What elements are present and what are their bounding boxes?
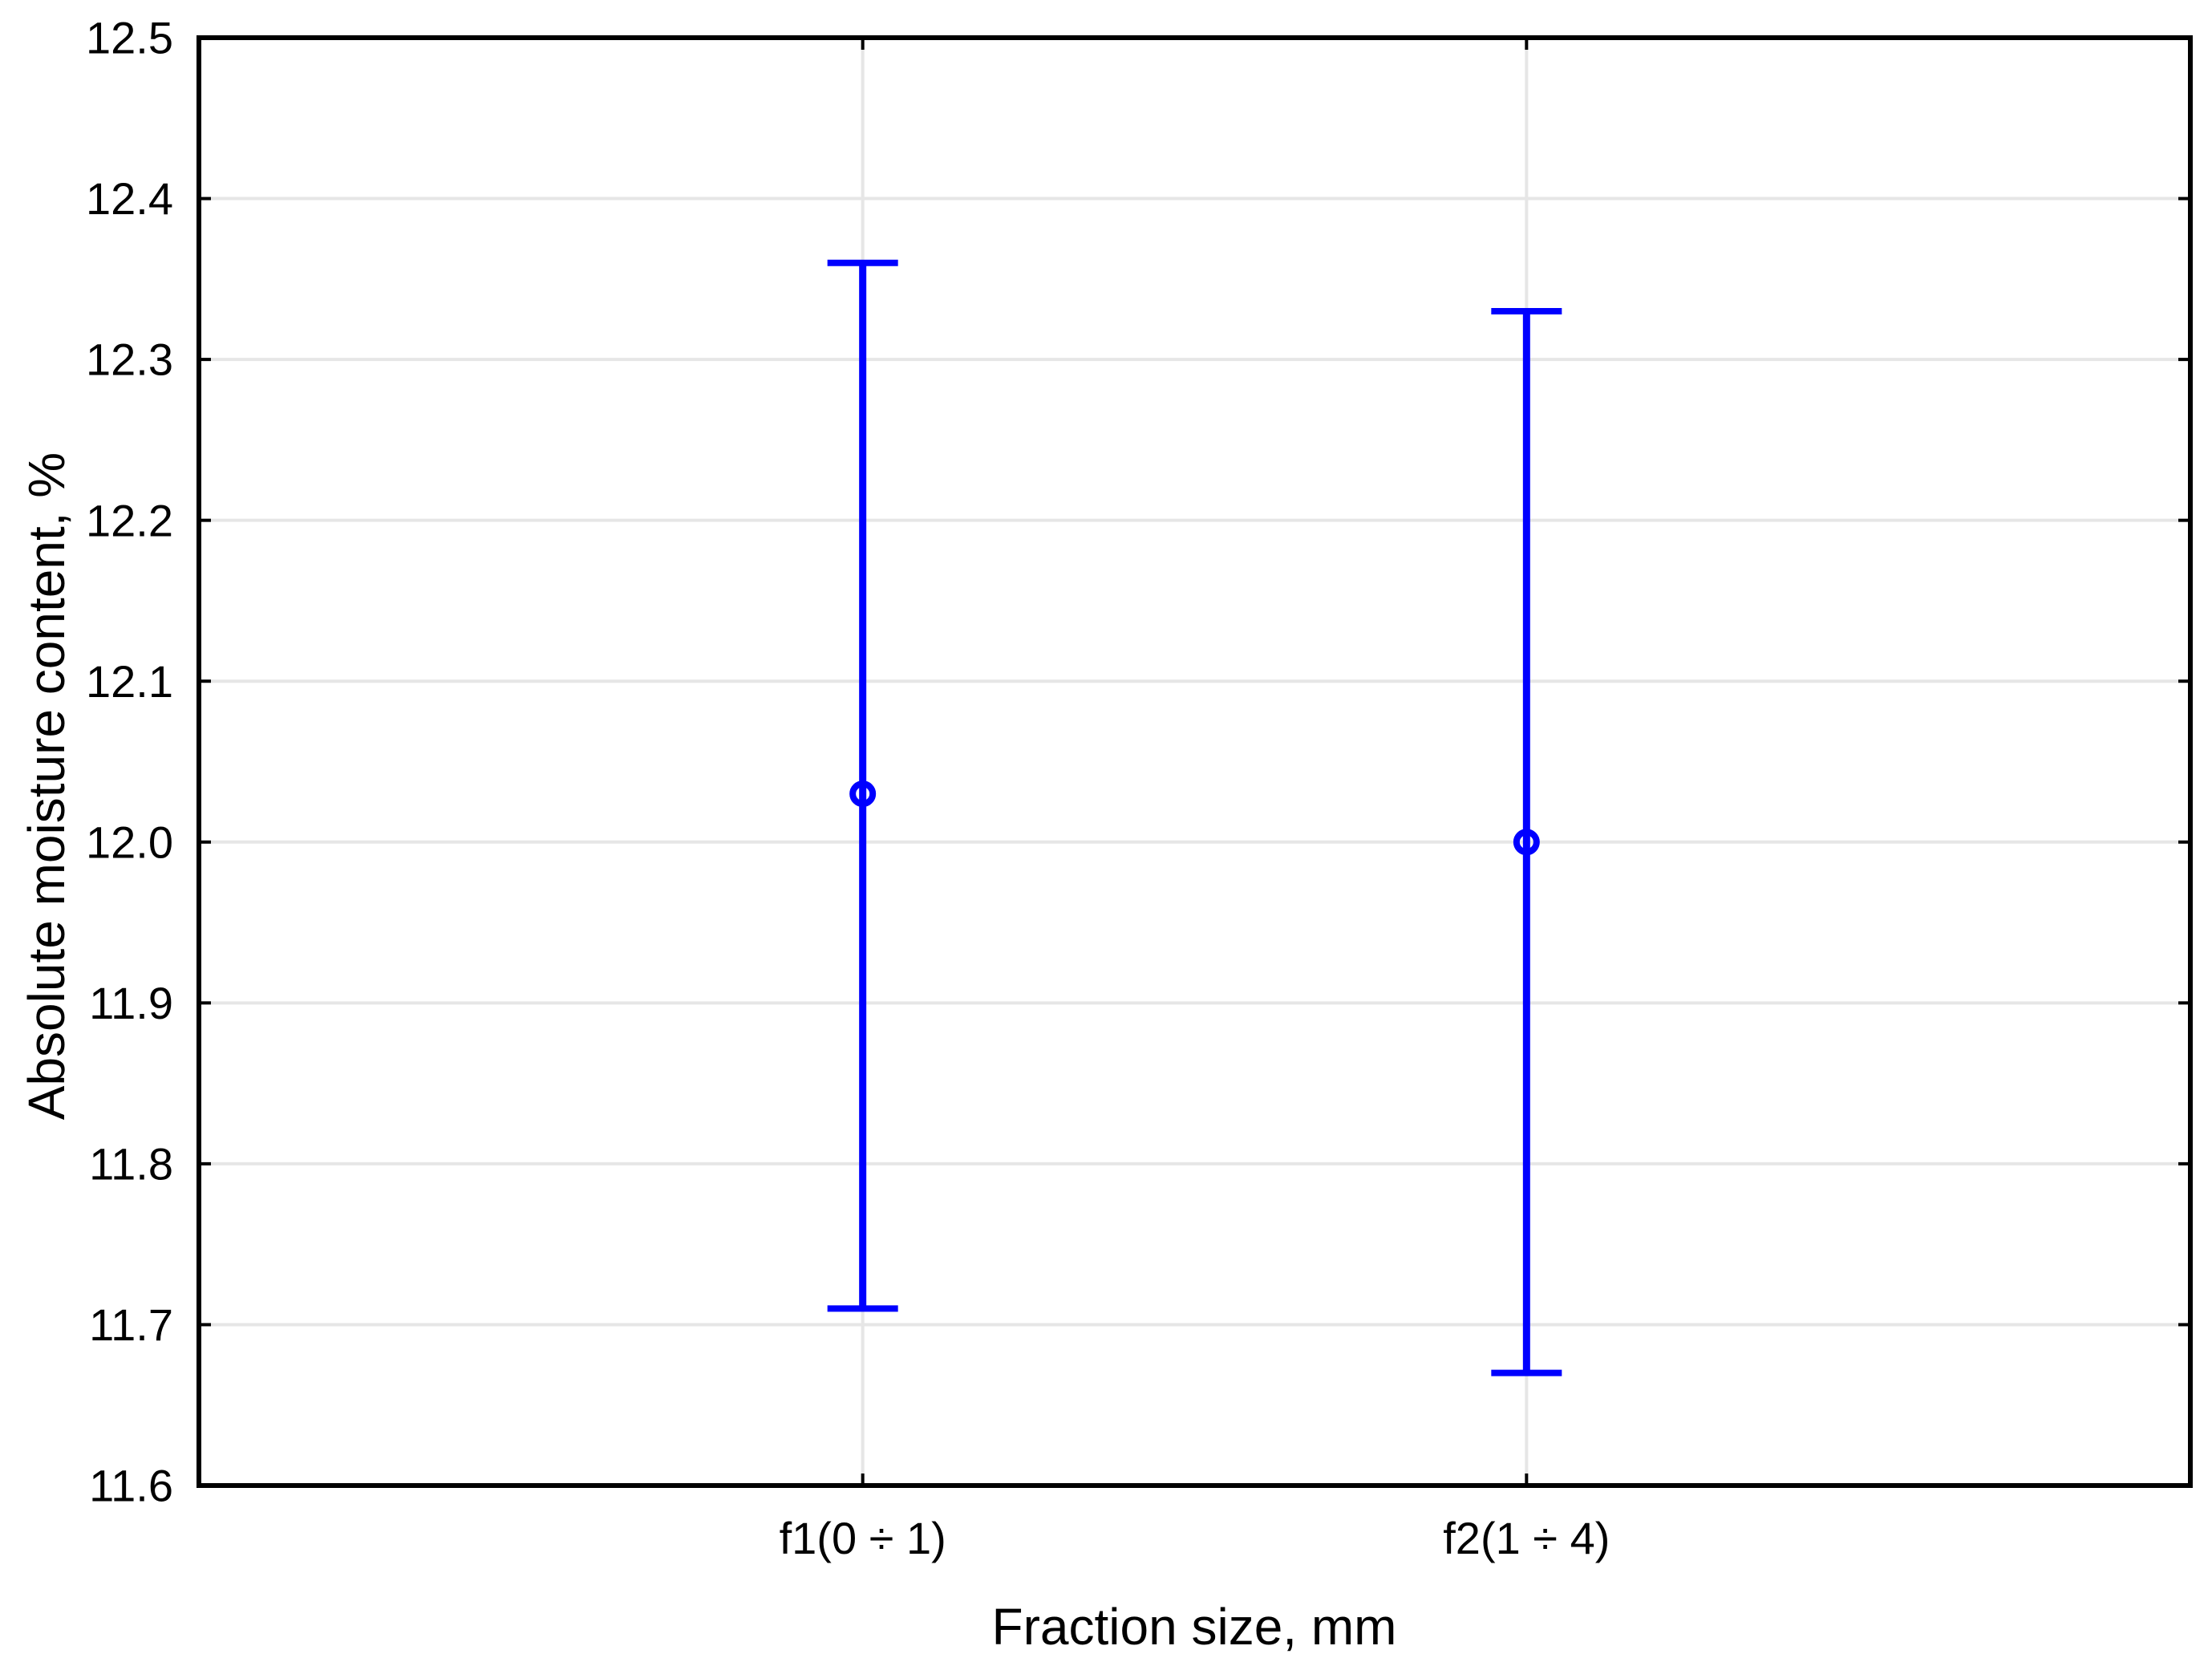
- mean-marker: [1513, 829, 1540, 856]
- y-tick-label: 12.0: [86, 817, 173, 867]
- y-axis-title: Absolute moisture content, %: [18, 452, 75, 1120]
- y-tick-label: 11.7: [89, 1299, 173, 1350]
- x-tick-label: f2(1 ÷ 4): [1443, 1513, 1610, 1563]
- x-tick-labels: f1(0 ÷ 1) f2(1 ÷ 4): [780, 1513, 1610, 1563]
- gridlines: [199, 38, 2190, 1486]
- plot-frame: [196, 35, 2193, 1488]
- x-axis-title: Fraction size, mm: [992, 1598, 1397, 1656]
- y-tick-label: 12.4: [86, 173, 173, 224]
- y-tick-label: 11.9: [89, 978, 173, 1028]
- y-tick-label: 12.5: [86, 13, 173, 63]
- axis-ticks: [199, 36, 2190, 1487]
- mean-marker: [849, 780, 877, 808]
- data-point: [1491, 307, 1562, 1376]
- x-tick-label: f1(0 ÷ 1): [780, 1513, 946, 1563]
- y-tick-label: 12.1: [86, 656, 173, 707]
- y-tick-label: 12.2: [86, 495, 173, 545]
- y-tick-label: 11.8: [89, 1138, 173, 1189]
- series-error-bars: [827, 259, 1562, 1376]
- y-tick-label: 11.6: [89, 1461, 173, 1511]
- y-tick-label: 12.3: [86, 334, 173, 385]
- data-point: [827, 259, 898, 1312]
- y-tick-labels: 11.6 11.7 11.8 11.9 12.0 12.1 12.2 12.3 12.4 12.5: [86, 13, 173, 1511]
